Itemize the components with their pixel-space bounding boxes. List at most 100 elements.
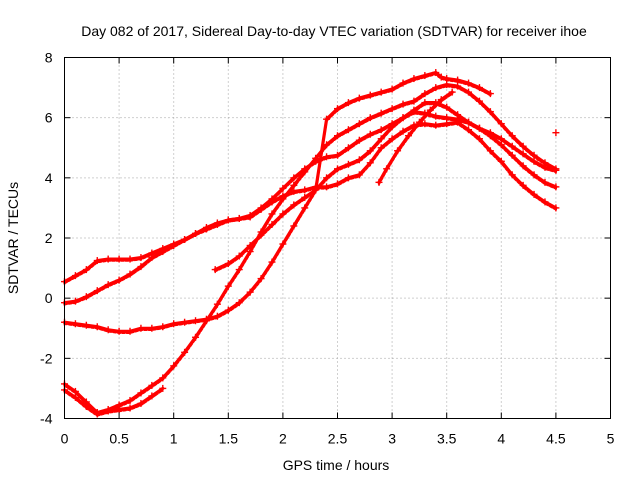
data-point-marker	[181, 348, 189, 356]
data-point-marker	[93, 323, 101, 331]
data-point-marker	[465, 126, 473, 134]
data-point-marker	[257, 231, 265, 239]
x-tick-label: 1	[170, 431, 178, 447]
data-point-marker	[213, 312, 221, 320]
grid-lines	[64, 57, 611, 419]
data-point-marker	[235, 214, 243, 222]
y-tick-label: 4	[45, 170, 53, 186]
data-point-marker	[344, 174, 352, 182]
data-point-marker	[383, 165, 391, 173]
data-point-marker	[301, 168, 309, 176]
y-tick-label: 2	[45, 230, 53, 246]
x-tick-label: 0.5	[109, 431, 129, 447]
series-markers	[63, 85, 557, 416]
data-point-marker	[530, 151, 538, 159]
data-point-marker	[246, 242, 254, 250]
data-point-marker	[399, 127, 407, 135]
data-point-marker	[344, 160, 352, 168]
data-series	[61, 69, 560, 418]
data-point-marker	[213, 300, 221, 308]
data-point-marker	[159, 384, 167, 392]
data-point-marker	[454, 76, 462, 84]
data-point-marker	[415, 118, 423, 126]
data-point-marker	[432, 69, 440, 77]
data-point-marker	[443, 120, 451, 128]
data-point-marker	[137, 263, 145, 271]
x-tick-label: 1.5	[219, 431, 239, 447]
data-point-marker	[443, 75, 451, 83]
data-point-marker	[443, 81, 451, 89]
data-point-marker	[486, 129, 494, 137]
series-isolated-point	[552, 129, 560, 137]
data-point-marker	[104, 326, 112, 334]
data-point-marker	[404, 132, 412, 140]
data-point-marker	[334, 151, 341, 159]
y-tick-label: -2	[40, 350, 53, 366]
data-point-marker	[508, 132, 516, 140]
data-point-marker	[344, 144, 352, 152]
data-point-marker	[170, 320, 178, 328]
data-point-marker	[148, 381, 156, 389]
series-markers	[63, 103, 557, 335]
data-point-marker	[465, 118, 473, 126]
data-point-marker	[410, 75, 418, 83]
data-point-marker	[137, 254, 145, 262]
data-point-marker	[475, 84, 483, 92]
data-point-marker	[443, 114, 451, 122]
data-point-marker	[323, 174, 331, 182]
data-point-marker	[519, 150, 527, 158]
data-point-marker	[170, 242, 178, 250]
data-point-marker	[126, 327, 134, 335]
x-tick-label: 5	[607, 431, 615, 447]
data-point-marker	[323, 115, 331, 123]
x-axis-ticks: 0 0.5 1 1.5 2 2.5 3 3.5 4 4.5 5	[61, 57, 615, 447]
data-point-marker	[71, 387, 79, 395]
data-point-marker	[426, 106, 434, 114]
data-point-marker	[170, 362, 178, 370]
data-point-marker	[224, 306, 232, 314]
data-point-marker	[497, 157, 505, 165]
data-point-marker	[334, 132, 341, 140]
data-point-marker	[301, 204, 309, 212]
data-point-marker	[421, 90, 429, 98]
data-point-marker	[377, 109, 385, 117]
data-point-marker	[519, 162, 527, 170]
data-point-marker	[388, 85, 396, 93]
data-point-marker	[137, 399, 145, 407]
data-point-marker	[192, 333, 200, 341]
x-tick-label: 4	[497, 431, 505, 447]
data-point-marker	[290, 181, 298, 189]
data-point-marker	[71, 272, 79, 280]
data-point-marker	[421, 120, 429, 128]
data-point-marker	[257, 275, 265, 283]
data-point-marker	[437, 73, 445, 81]
data-point-marker	[394, 147, 402, 155]
data-point-marker	[432, 84, 440, 92]
data-point-marker	[388, 135, 396, 143]
x-tick-label: 4.5	[546, 431, 566, 447]
data-point-marker	[399, 114, 407, 122]
data-point-marker	[246, 211, 254, 219]
data-point-marker	[246, 248, 254, 256]
data-point-marker	[268, 258, 276, 266]
data-point-marker	[388, 105, 396, 113]
data-point-marker	[552, 165, 560, 173]
data-point-marker	[104, 255, 112, 263]
data-point-marker	[312, 186, 320, 194]
series-markers	[63, 388, 164, 417]
data-point-marker	[377, 126, 385, 134]
data-point-marker	[366, 147, 374, 155]
data-point-marker	[530, 190, 538, 198]
data-point-marker	[399, 79, 407, 87]
series-markers	[63, 122, 557, 285]
data-point-marker	[475, 124, 483, 132]
series-track-6	[211, 69, 494, 274]
data-point-marker	[115, 276, 123, 284]
data-point-marker	[519, 181, 527, 189]
data-point-marker	[377, 144, 385, 152]
series-line	[62, 101, 558, 333]
data-point-marker	[202, 223, 210, 231]
data-point-marker	[508, 151, 516, 159]
data-point-marker	[552, 183, 560, 191]
